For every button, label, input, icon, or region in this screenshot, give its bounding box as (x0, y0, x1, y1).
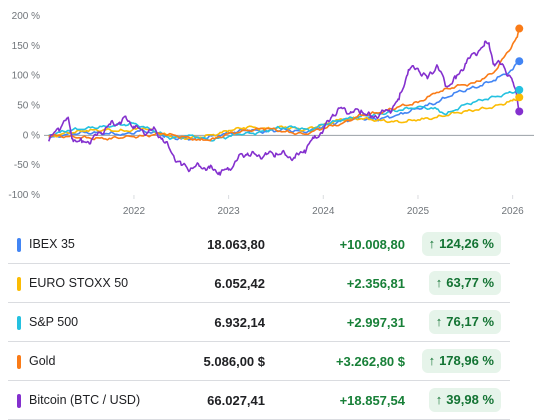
quote-row-gold[interactable]: Gold 5.086,00 $ +3.262,80 $ ↑ 178,96 % (0, 342, 545, 381)
arrow-up-icon: ↑ (428, 353, 436, 368)
quote-row-sp-500[interactable]: S&P 500 6.932,14 +2.997,31 ↑ 76,17 % (0, 303, 545, 342)
absolute-change: +18.857,54 (339, 393, 405, 408)
absolute-change: +3.262,80 $ (335, 354, 405, 369)
series-end-dot-euro-stoxx-50 (515, 93, 524, 102)
instrument-name: S&P 500 (29, 315, 79, 329)
series-color-swatch (17, 277, 21, 291)
series-line-bitcoin-btc-usd (47, 40, 521, 176)
series-end-dot-ibex-35 (515, 57, 524, 66)
arrow-up-icon: ↑ (435, 275, 443, 290)
arrow-up-icon: ↑ (428, 236, 436, 251)
x-axis: 2022 2023 2024 2025 2026 (123, 195, 524, 217)
percent-change-value: 39,98 % (446, 392, 494, 407)
row-divider (8, 302, 510, 303)
y-tick-label: 200 % (12, 11, 40, 22)
series-end-dot-s-p-500 (515, 85, 524, 94)
arrow-up-icon: ↑ (435, 392, 443, 407)
percent-change-badge: ↑ 63,77 % (428, 271, 501, 295)
series-end-dot-gold (515, 24, 524, 33)
arrow-up-icon: ↑ (435, 314, 443, 329)
quote-row-ibex-35[interactable]: IBEX 35 18.063,80 +10.008,80 ↑ 124,26 % (0, 225, 545, 264)
absolute-change: +2.997,31 (346, 315, 405, 330)
percent-change-value: 63,77 % (446, 275, 494, 290)
x-tick-label: 2022 (123, 206, 146, 217)
x-tick-label: 2024 (312, 206, 335, 217)
series-color-swatch (17, 394, 21, 408)
series-lines (47, 27, 521, 176)
instrument-price: 66.027,41 (207, 393, 265, 408)
x-tick-label: 2025 (407, 206, 430, 217)
series-line-euro-stoxx-50 (48, 96, 520, 140)
series-color-swatch (17, 355, 21, 369)
absolute-change: +2.356,81 (346, 276, 405, 291)
percent-change-badge: ↑ 178,96 % (421, 349, 501, 373)
series-color-swatch (17, 316, 21, 330)
row-divider (8, 341, 510, 342)
quote-row-bitcoin[interactable]: Bitcoin (BTC / USD) 66.027,41 +18.857,54… (0, 381, 545, 420)
y-tick-label: -100 % (8, 190, 40, 201)
y-tick-label: 150 % (12, 41, 40, 52)
series-end-markers (515, 24, 524, 116)
series-end-dot-bitcoin-btc-usd (515, 107, 524, 116)
instrument-name: Gold (29, 354, 56, 368)
performance-chart[interactable]: 200 %150 %100 %50 %0 %-50 %-100 % 2022 20… (0, 0, 545, 225)
instrument-price: 6.932,14 (214, 315, 265, 330)
percent-change-badge: ↑ 76,17 % (428, 310, 501, 334)
series-line-s-p-500 (48, 89, 520, 142)
percent-change-badge: ↑ 124,26 % (421, 232, 501, 256)
y-tick-label: -50 % (14, 160, 40, 171)
percent-change-value: 124,26 % (439, 236, 494, 251)
instrument-price: 18.063,80 (207, 237, 265, 252)
row-divider (8, 380, 510, 381)
percent-change-badge: ↑ 39,98 % (428, 388, 501, 412)
quote-row-euro-stoxx-50[interactable]: EURO STOXX 50 6.052,42 +2.356,81 ↑ 63,77 … (0, 264, 545, 303)
x-tick-label: 2023 (217, 206, 240, 217)
percent-change-value: 76,17 % (446, 314, 494, 329)
y-tick-label: 100 % (12, 71, 40, 82)
instrument-price: 6.052,42 (214, 276, 265, 291)
series-color-swatch (17, 238, 21, 252)
instrument-name: Bitcoin (BTC / USD) (29, 393, 141, 407)
x-tick-label: 2026 (502, 206, 525, 217)
percent-change-value: 178,96 % (439, 353, 494, 368)
y-tick-label: 0 % (23, 130, 40, 141)
row-divider (8, 263, 510, 264)
absolute-change: +10.008,80 (339, 237, 405, 252)
instrument-name: EURO STOXX 50 (29, 276, 129, 290)
series-line-gold (48, 27, 521, 142)
y-axis: 200 % 150 % 100 % 50 % 0 % -50 % -100 % (8, 11, 40, 201)
instrument-name: IBEX 35 (29, 237, 75, 251)
instrument-price: 5.086,00 $ (203, 354, 265, 369)
y-tick-label: 50 % (17, 101, 40, 112)
